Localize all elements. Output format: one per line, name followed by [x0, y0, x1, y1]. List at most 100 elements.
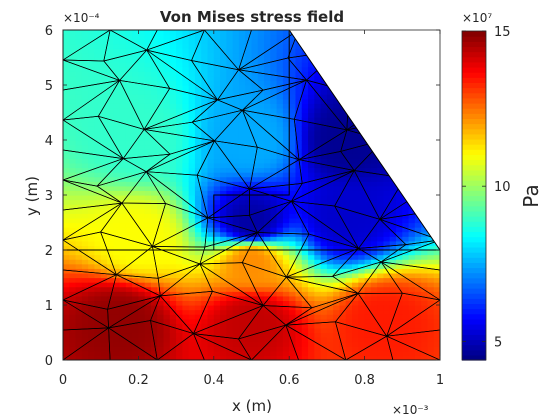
stress-cell — [295, 103, 303, 109]
stress-cell — [119, 117, 127, 123]
stress-cell — [408, 227, 416, 233]
stress-cell — [314, 89, 322, 95]
stress-cell — [238, 204, 246, 210]
stress-cell — [132, 185, 139, 192]
stress-cell — [150, 135, 158, 141]
stress-cell — [194, 98, 202, 104]
stress-cell — [282, 39, 290, 45]
stress-cell — [245, 346, 253, 352]
stress-cell — [63, 346, 70, 352]
stress-cell — [81, 85, 89, 91]
stress-cell — [402, 327, 410, 334]
stress-cell — [314, 309, 322, 315]
stress-cell — [433, 323, 440, 329]
stress-cell — [81, 350, 89, 357]
stress-cell — [188, 140, 196, 146]
stress-cell — [132, 34, 139, 40]
stress-cell — [207, 236, 215, 242]
stress-cell — [251, 355, 259, 360]
stress-cell — [270, 34, 278, 40]
stress-cell — [144, 39, 152, 45]
stress-cell — [220, 217, 227, 224]
stress-cell — [100, 291, 108, 297]
stress-cell — [314, 107, 322, 114]
stress-cell — [264, 355, 271, 360]
stress-cell — [94, 135, 102, 141]
stress-cell — [144, 236, 152, 242]
stress-cell — [81, 314, 89, 320]
stress-cell — [132, 126, 139, 132]
stress-cell — [106, 286, 114, 292]
stress-cell — [383, 282, 391, 288]
stress-cell — [194, 195, 202, 201]
stress-cell — [150, 309, 158, 315]
stress-cell — [157, 341, 165, 347]
stress-cell — [220, 181, 227, 187]
stress-cell — [339, 291, 347, 297]
stress-cell — [182, 199, 190, 205]
stress-cell — [207, 250, 215, 256]
mesh-element — [237, 30, 300, 71]
stress-cell — [414, 282, 422, 288]
stress-cell — [370, 208, 378, 214]
stress-cell — [132, 263, 139, 269]
stress-cell — [370, 355, 378, 360]
stress-cell — [132, 167, 139, 173]
stress-cell — [188, 318, 196, 324]
stress-cell — [201, 126, 209, 132]
stress-cell — [119, 30, 127, 36]
stress-cell — [69, 286, 77, 292]
stress-cell — [125, 39, 133, 45]
stress-cell — [182, 153, 190, 159]
stress-cell — [232, 355, 240, 360]
stress-cell — [220, 48, 227, 54]
stress-cell — [113, 236, 121, 242]
stress-cell — [421, 263, 429, 269]
stress-cell — [132, 144, 139, 150]
stress-cell — [138, 250, 146, 256]
stress-cell — [326, 245, 334, 251]
stress-cell — [245, 195, 253, 201]
stress-cell — [257, 327, 265, 334]
stress-cell — [144, 121, 152, 127]
stress-cell — [421, 300, 429, 306]
stress-cell — [289, 71, 297, 77]
stress-cell — [94, 80, 102, 86]
stress-cell — [396, 346, 403, 352]
stress-cell — [289, 346, 297, 352]
stress-cell — [150, 305, 158, 311]
stress-cell — [150, 126, 158, 132]
colorbar-band — [462, 293, 486, 299]
stress-cell — [320, 158, 328, 164]
stress-cell — [427, 309, 435, 315]
stress-cell — [182, 103, 190, 109]
stress-cell — [220, 227, 227, 233]
stress-cell — [182, 149, 190, 155]
stress-cell — [106, 94, 114, 100]
stress-cell — [232, 80, 240, 86]
stress-cell — [144, 350, 152, 357]
stress-cell — [176, 195, 183, 201]
stress-cell — [226, 263, 234, 269]
stress-cell — [383, 355, 391, 360]
stress-cell — [220, 341, 227, 347]
stress-cell — [408, 346, 416, 352]
colorbar-band — [462, 123, 486, 130]
stress-cell — [163, 314, 171, 320]
stress-cell — [264, 98, 271, 104]
stress-cell — [396, 277, 403, 283]
stress-cell — [245, 43, 253, 49]
stress-cell — [396, 272, 403, 279]
stress-cell — [352, 176, 359, 182]
stress-cell — [396, 263, 403, 269]
stress-cell — [264, 39, 271, 45]
stress-cell — [282, 126, 290, 132]
stress-cell — [194, 204, 202, 210]
stress-cell — [213, 149, 221, 155]
stress-cell — [345, 144, 353, 150]
y-tick-label: 1 — [45, 299, 53, 314]
stress-cell — [295, 66, 303, 72]
stress-cell — [276, 181, 284, 187]
stress-cell — [75, 327, 83, 334]
stress-cell — [314, 341, 322, 347]
